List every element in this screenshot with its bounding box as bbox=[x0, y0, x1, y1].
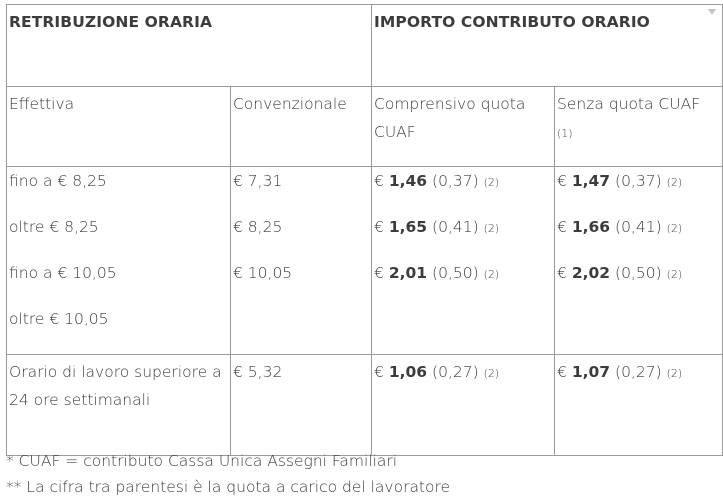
footnote-cuaf: * CUAF = contributo Cassa Unica Assegni … bbox=[6, 452, 398, 470]
table-subheader-row: Effettiva Convenzionale Comprensivo quot… bbox=[6, 86, 723, 167]
header-retribuzione-oraria: RETRIBUZIONE ORARIA bbox=[5, 4, 373, 87]
convenzionale-item: € 7,31 bbox=[233, 172, 283, 190]
comprensivo-cell: € 1,46 (0,37) (2) € 1,65 (0,41) (2) € 2,… bbox=[371, 166, 556, 355]
convenzionale-item: € 10,05 bbox=[233, 264, 293, 282]
table-header-row: RETRIBUZIONE ORARIA IMPORTO CONTRIBUTO O… bbox=[5, 4, 723, 87]
senza-item: € 2,02 (0,50) (2) bbox=[557, 264, 683, 282]
effettiva-item: fino a € 10,05 bbox=[9, 264, 117, 282]
contribution-table-container: RETRIBUZIONE ORARIA IMPORTO CONTRIBUTO O… bbox=[5, 4, 723, 456]
convenzionale-cell: € 7,31 € 8,25 € 10,05 bbox=[229, 166, 373, 355]
footnote-parentheses: ** La cifra tra parentesi è la quota a c… bbox=[6, 478, 451, 496]
over-24-hours-convenzionale: € 5,32 bbox=[229, 354, 373, 456]
effettiva-cell: fino a € 8,25 oltre € 8,25 fino a € 10,0… bbox=[6, 166, 231, 355]
subheader-convenzionale: Convenzionale bbox=[229, 86, 373, 167]
effettiva-item: fino a € 8,25 bbox=[9, 172, 107, 190]
senza-item: € 1,47 (0,37) (2) bbox=[557, 172, 683, 190]
chevron-down-icon-svg bbox=[708, 9, 716, 15]
effettiva-item: oltre € 8,25 bbox=[9, 218, 99, 236]
over-24-hours-label: Orario di lavoro superiore a 24 ore sett… bbox=[6, 354, 231, 456]
senza-cell: € 1,47 (0,37) (2) € 1,66 (0,41) (2) € 2,… bbox=[554, 166, 723, 355]
contribution-table: RETRIBUZIONE ORARIA IMPORTO CONTRIBUTO O… bbox=[5, 4, 723, 456]
subheader-comprensivo: Comprensivo quota CUAF bbox=[371, 86, 556, 167]
footnote-marker: (1) bbox=[557, 127, 573, 140]
senza-item: € 1,66 (0,41) (2) bbox=[557, 218, 683, 236]
header-importo-contributo: IMPORTO CONTRIBUTO ORARIO bbox=[371, 4, 723, 87]
chevron-down-icon[interactable] bbox=[707, 8, 717, 16]
convenzionale-item: € 8,25 bbox=[233, 218, 283, 236]
subheader-senza: Senza quota CUAF (1) bbox=[554, 86, 723, 167]
comprensivo-item: € 1,46 (0,37) (2) bbox=[374, 172, 500, 190]
comprensivo-item: € 2,01 (0,50) (2) bbox=[374, 264, 500, 282]
over-24-hours-comprensivo: € 1,06 (0,27) (2) bbox=[371, 354, 556, 456]
over-24-hours-senza: € 1,07 (0,27) (2) bbox=[554, 354, 723, 456]
over-24-hours-row: Orario di lavoro superiore a 24 ore sett… bbox=[6, 354, 723, 456]
effettiva-item: oltre € 10,05 bbox=[9, 310, 109, 328]
subheader-effettiva: Effettiva bbox=[6, 86, 231, 167]
comprensivo-item: € 1,65 (0,41) (2) bbox=[374, 218, 500, 236]
rates-row: fino a € 8,25 oltre € 8,25 fino a € 10,0… bbox=[6, 166, 723, 355]
